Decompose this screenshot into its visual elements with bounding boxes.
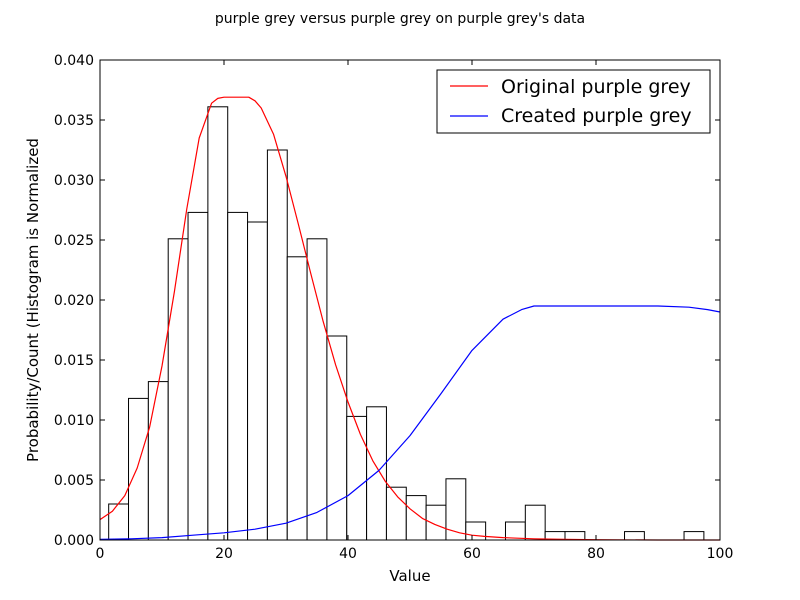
y-axis-label: Probability/Count (Histogram is Normaliz… — [24, 138, 42, 462]
created-curve — [99, 305, 721, 540]
histogram-bar — [564, 531, 586, 541]
x-tick-label: 20 — [215, 546, 233, 562]
curves — [99, 96, 721, 541]
histogram-bar — [147, 381, 169, 541]
x-axis-ticks: 0 20 40 60 80 100 — [96, 60, 734, 562]
histogram-bar — [425, 504, 447, 541]
histogram-bar — [187, 211, 209, 541]
histogram-bar — [326, 335, 348, 541]
y-tick-label: 0.010 — [54, 413, 94, 429]
original-curve — [99, 96, 720, 541]
y-tick-label: 0.005 — [54, 473, 94, 489]
y-tick-label: 0.020 — [54, 293, 94, 309]
histogram-bar — [366, 406, 387, 541]
histogram-bar — [286, 256, 308, 541]
histogram-bar — [445, 478, 467, 541]
legend-label-original: Original purple grey — [501, 76, 691, 98]
chart-title: purple grey versus purple grey on purple… — [215, 11, 585, 27]
y-tick-label: 0.030 — [54, 173, 94, 189]
x-axis-label: Value — [389, 567, 430, 585]
histogram-bar — [266, 149, 288, 541]
y-tick-label: 0.040 — [54, 53, 94, 69]
x-tick-label: 40 — [339, 546, 357, 562]
y-axis-ticks: 0.000 0.005 0.010 0.015 0.020 0.025 0.030 0.035… — [54, 53, 720, 549]
histogram-bar — [128, 397, 149, 541]
x-tick-label: 60 — [463, 546, 481, 562]
histogram-bar — [167, 238, 189, 541]
histogram-bar — [247, 221, 268, 541]
histogram-bar — [207, 106, 229, 541]
histogram-bar — [624, 531, 645, 541]
y-tick-label: 0.015 — [54, 353, 94, 369]
histogram-bar — [108, 503, 130, 541]
histogram-bar — [405, 495, 427, 541]
x-tick-label: 100 — [707, 546, 734, 562]
histogram-bar — [524, 504, 546, 541]
y-tick-label: 0.025 — [54, 233, 94, 249]
histogram-bar — [306, 238, 328, 541]
histogram-bars — [108, 106, 705, 541]
y-tick-label: 0.035 — [54, 113, 94, 129]
y-tick-label: 0.000 — [54, 533, 94, 549]
histogram-bar — [227, 211, 249, 541]
x-tick-label: 0 — [96, 546, 105, 562]
histogram-bar — [346, 415, 368, 541]
x-tick-label: 80 — [587, 546, 605, 562]
plot-area: 0 20 40 60 80 100 0.0000.0050.0100.0150.0200.… — [54, 53, 733, 562]
legend: Original purple grey Created purple grey — [436, 69, 711, 134]
legend-label-created: Created purple grey — [501, 105, 692, 127]
histogram-bar — [465, 521, 487, 541]
legend-frame — [436, 69, 711, 134]
histogram-bar — [683, 531, 705, 541]
